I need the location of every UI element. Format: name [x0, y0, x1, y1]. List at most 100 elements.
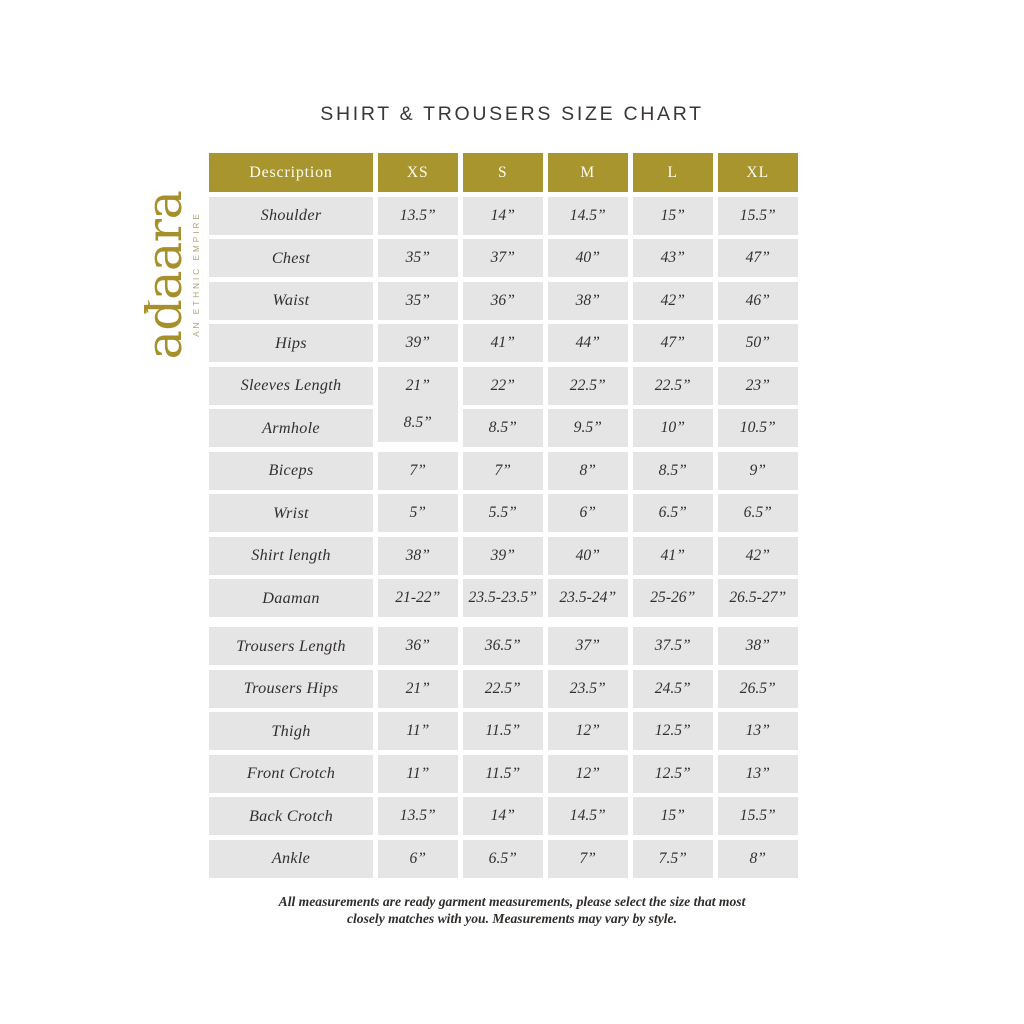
table-row: Waist 35” 36” 38” 42” 46” [209, 281, 803, 320]
measurement-cell: 21” [377, 669, 458, 708]
table-row: Thigh 11” 11.5” 12” 12.5” 13” [209, 712, 803, 750]
table-row: Chest 35” 37” 40” 43” 47” [209, 239, 803, 277]
row-label: Biceps [209, 451, 373, 490]
measurement-cell: 36” [462, 281, 543, 320]
measurement-cell: 10” [632, 409, 713, 447]
measurement-note-line-2: closely matches with you. Measurements m… [347, 911, 677, 927]
brand-tagline: AN ETHNIC EMPIRE [192, 211, 202, 337]
measurement-cell: 47” [632, 324, 713, 362]
measurement-cell: 39” [377, 324, 458, 362]
measurement-cell: 6.5” [462, 839, 543, 878]
measurement-cell: 5” [377, 494, 458, 532]
measurement-cell: 8” [717, 839, 798, 878]
brand-name: adaara ~ [136, 191, 193, 360]
measurement-cell: 26.5” [717, 669, 798, 708]
measurement-cell: 22.5” [632, 366, 713, 405]
column-header-size-l: L [632, 153, 713, 192]
measurement-cell: 9.5” [547, 409, 628, 447]
measurement-cell: 47” [717, 239, 798, 277]
measurement-cell: 12.5” [632, 712, 713, 750]
measurement-note-line-1: All measurements are ready garment measu… [278, 894, 746, 909]
measurement-cell: 42” [632, 281, 713, 320]
row-label: Trousers Hips [209, 669, 373, 708]
measurement-note: All measurements are ready garment measu… [0, 893, 1024, 928]
measurement-cell: 5.5” [462, 494, 543, 532]
measurement-cell: 24.5” [632, 669, 713, 708]
measurement-cell: 37” [462, 239, 543, 277]
measurement-cell: 8.5” [462, 409, 543, 447]
measurement-cell: 6.5” [632, 494, 713, 532]
measurement-cell: 41” [632, 536, 713, 575]
table-row: Wrist 5” 5.5” 6” 6.5” 6.5” [209, 494, 803, 532]
measurement-cell: 21” [377, 366, 458, 405]
measurement-cell: 6” [377, 839, 458, 878]
measurement-cell: 14.5” [547, 797, 628, 835]
measurement-cell: 44” [547, 324, 628, 362]
measurement-cell: 11” [377, 712, 458, 750]
brand-name-text: adaara [135, 190, 193, 360]
measurement-cell: 15” [632, 196, 713, 235]
column-header-description: Description [209, 153, 373, 192]
measurement-cell: 36.5” [462, 627, 543, 665]
table-row: Shoulder 13.5” 14” 14.5” 15” 15.5” [209, 196, 803, 235]
table-row: Shirt length 38” 39” 40” 41” 42” [209, 536, 803, 575]
row-label: Sleeves Length [209, 366, 373, 405]
measurement-cell: 37.5” [632, 627, 713, 665]
measurement-cell: 11.5” [462, 712, 543, 750]
table-row: Back Crotch 13.5” 14” 14.5” 15” 15.5” [209, 797, 803, 835]
column-header-size-xs: XS [377, 153, 458, 192]
measurement-cell: 13.5” [377, 797, 458, 835]
row-label: Armhole [209, 409, 373, 447]
measurement-cell: 35” [377, 281, 458, 320]
measurement-cell: 26.5-27” [717, 579, 798, 617]
row-label: Chest [209, 239, 373, 277]
table-header-row: Description XS S M L XL [209, 153, 803, 192]
measurement-cell: 40” [547, 239, 628, 277]
measurement-cell: 15” [632, 797, 713, 835]
table-row: Sleeves Length 21” 22” 22.5” 22.5” 23” [209, 366, 803, 405]
row-label: Waist [209, 281, 373, 320]
measurement-cell: 23” [717, 366, 798, 405]
measurement-cell: 8” [547, 451, 628, 490]
measurement-cell: 36” [377, 627, 458, 665]
measurement-cell: 35” [377, 239, 458, 277]
measurement-cell: 23.5-24” [547, 579, 628, 617]
measurement-cell: 23.5” [547, 669, 628, 708]
row-label: Ankle [209, 839, 373, 878]
measurement-cell: 37” [547, 627, 628, 665]
table-row: Ankle 6” 6.5” 7” 7.5” 8” [209, 839, 803, 878]
measurement-cell: 7” [377, 451, 458, 490]
measurement-cell: 15.5” [717, 196, 798, 235]
measurement-cell: 25-26” [632, 579, 713, 617]
measurement-cell: 38” [717, 627, 798, 665]
measurement-cell: 22.5” [462, 669, 543, 708]
row-label: Daaman [209, 579, 373, 617]
row-label: Back Crotch [209, 797, 373, 835]
measurement-cell: 7” [547, 839, 628, 878]
table-row: Front Crotch 11” 11.5” 12” 12.5” 13” [209, 754, 803, 793]
measurement-cell: 14” [462, 196, 543, 235]
measurement-cell: 14.5” [547, 196, 628, 235]
row-label: Hips [209, 324, 373, 362]
row-label: Trousers Length [209, 627, 373, 665]
row-label: Shoulder [209, 196, 373, 235]
brand-accent-mark: ~ [136, 297, 160, 316]
measurement-cell: 13” [717, 754, 798, 793]
column-header-size-s: S [462, 153, 543, 192]
measurement-cell: 14” [462, 797, 543, 835]
size-chart-table: Description XS S M L XL Shoulder 13.5” 14” 14.5” 1… [209, 153, 803, 878]
measurement-cell: 9” [717, 451, 798, 490]
measurement-cell: 11” [377, 754, 458, 793]
measurement-cell: 41” [462, 324, 543, 362]
measurement-cell: 7.5” [632, 839, 713, 878]
brand-logo: adaara ~ AN ETHNIC EMPIRE [128, 175, 214, 375]
measurement-cell: 38” [377, 536, 458, 575]
column-header-size-m: M [547, 153, 628, 192]
measurement-cell: 23.5-23.5” [462, 579, 543, 617]
measurement-cell: 15.5” [717, 797, 798, 835]
row-label: Front Crotch [209, 754, 373, 793]
measurement-cell: 40” [547, 536, 628, 575]
measurement-cell: 12.5” [632, 754, 713, 793]
measurement-cell: 46” [717, 281, 798, 320]
